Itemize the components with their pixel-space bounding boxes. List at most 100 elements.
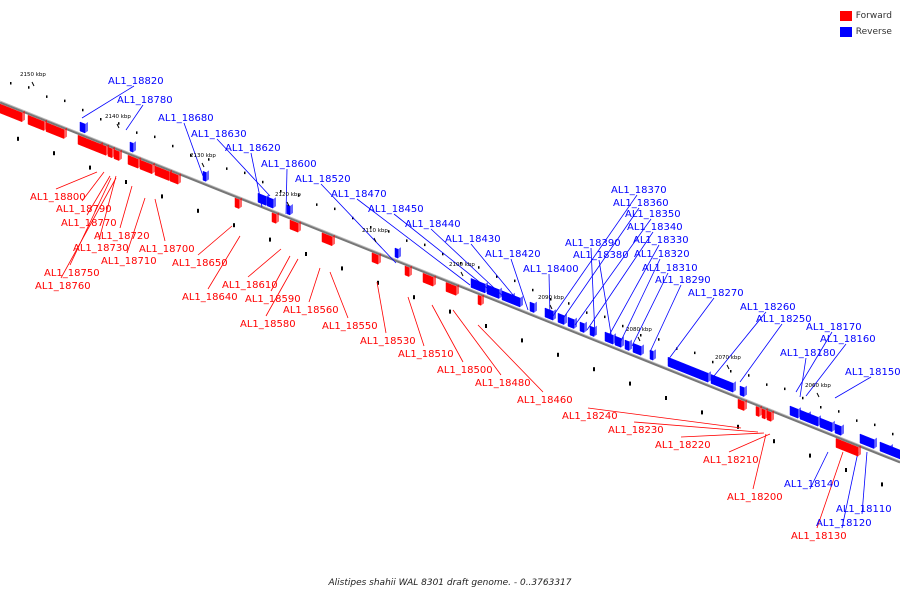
reverse-gene-block <box>889 445 900 460</box>
marker-dot <box>892 432 894 436</box>
marker-dot <box>442 252 444 256</box>
forward-gene-block <box>477 294 482 306</box>
forward-gene-block-side <box>152 162 155 174</box>
gene-label-forward: AL1_18800 <box>30 192 86 203</box>
gene-label-reverse: AL1_18380 <box>573 250 629 261</box>
label-leader <box>552 194 638 317</box>
reverse-gene-block-side <box>273 197 276 209</box>
gene-label-reverse: AL1_18620 <box>225 143 281 154</box>
marker-dot <box>820 406 822 409</box>
gene-label-reverse: AL1_18600 <box>261 159 317 170</box>
label-leader <box>561 207 640 321</box>
marker-dot <box>773 439 775 444</box>
reverse-gene-block <box>557 312 565 325</box>
reverse-gene-block <box>589 325 595 337</box>
forward-gene-block-side <box>759 405 762 417</box>
reverse-gene-block <box>567 316 575 329</box>
gene-label-forward: AL1_18210 <box>703 455 759 466</box>
marker-dot <box>586 311 588 314</box>
label-leader <box>216 138 271 197</box>
marker-dot <box>89 165 91 170</box>
label-leader <box>270 255 291 292</box>
reverse-gene-block-side <box>641 344 644 356</box>
forward-gene-block-side <box>433 275 436 287</box>
label-leader <box>799 357 807 398</box>
gene-label-reverse: AL1_18360 <box>613 198 669 209</box>
reverse-gene-block-side <box>574 317 577 329</box>
label-leader <box>69 177 112 266</box>
marker-dot <box>388 230 390 233</box>
gene-label-reverse: AL1_18420 <box>485 249 541 260</box>
gene-label-reverse: AL1_18430 <box>445 234 501 245</box>
label-leader <box>265 258 299 317</box>
gene-label-forward: AL1_18760 <box>35 281 91 292</box>
reverse-gene-block <box>789 405 799 419</box>
legend-item-reverse: Reverse <box>839 24 892 39</box>
label-leader <box>207 235 241 290</box>
marker-dot <box>226 167 228 170</box>
gene-label-reverse: AL1_18780 <box>117 95 173 106</box>
tick-mark <box>637 336 641 342</box>
reverse-gene-block-side <box>841 424 844 436</box>
gene-label-forward: AL1_18500 <box>437 365 493 376</box>
gene-label-reverse: AL1_18150 <box>845 367 900 378</box>
reverse-gene-block <box>799 409 809 423</box>
marker-dot <box>413 295 415 300</box>
label-leader <box>861 451 868 515</box>
marker-dot <box>53 151 55 156</box>
marker-dot <box>809 453 811 458</box>
reverse-gene-block-side <box>629 339 632 351</box>
forward-gene-block-side <box>744 399 747 411</box>
label-leader <box>477 324 544 393</box>
gene-label-forward: AL1_18230 <box>608 425 664 436</box>
gene-label-reverse: AL1_18290 <box>655 275 711 286</box>
reverse-gene-block-side <box>584 321 587 333</box>
marker-dot <box>748 374 750 377</box>
forward-gene-block-side <box>456 284 459 296</box>
gene-label-reverse: AL1_18520 <box>295 174 351 185</box>
label-leader <box>667 297 715 361</box>
reverse-gene-block <box>544 307 554 321</box>
gene-label-forward: AL1_18220 <box>655 440 711 451</box>
reverse-gene-block-side <box>133 141 136 153</box>
label-leader <box>841 451 859 529</box>
marker-dot <box>298 194 300 197</box>
label-leader <box>356 198 471 286</box>
label-leader <box>86 175 111 216</box>
reverse-gene-block-side <box>744 385 747 397</box>
marker-dot <box>280 190 282 193</box>
marker-dot <box>10 82 12 85</box>
label-leader <box>285 168 288 215</box>
reverse-gene-block <box>79 121 86 134</box>
reverse-gene-block <box>266 196 274 209</box>
gene-label-reverse: AL1_18680 <box>158 113 214 124</box>
gene-label-reverse: AL1_18310 <box>642 263 698 274</box>
label-leader <box>470 243 519 302</box>
label-leader <box>649 284 682 353</box>
label-leader <box>55 171 98 190</box>
label-leader <box>81 171 105 202</box>
reverse-gene-block <box>834 423 842 436</box>
marker-dot <box>172 144 174 148</box>
marker-dot <box>460 262 462 265</box>
backbone-highlight <box>0 100 900 462</box>
gene-label-reverse: AL1_18140 <box>784 479 840 490</box>
label-leader <box>590 247 596 336</box>
label-leader <box>247 248 282 278</box>
reverse-gene-block-side <box>398 247 401 259</box>
label-leader <box>452 309 502 376</box>
reverse-gene-block-side <box>499 287 502 299</box>
forward-gene-block-side <box>298 221 301 233</box>
marker-dot <box>449 309 451 314</box>
forward-gene-block <box>761 408 766 420</box>
forward-gene-block <box>113 149 120 161</box>
gene-label-forward: AL1_18510 <box>398 349 454 360</box>
tick-mark <box>373 237 377 243</box>
gene-label-forward: AL1_18530 <box>360 336 416 347</box>
forward-gene-block-side <box>858 445 861 457</box>
marker-dot <box>496 275 498 278</box>
legend-item-forward: Forward <box>839 8 892 23</box>
gene-label-reverse: AL1_18470 <box>331 189 387 200</box>
marker-dot <box>856 419 858 422</box>
